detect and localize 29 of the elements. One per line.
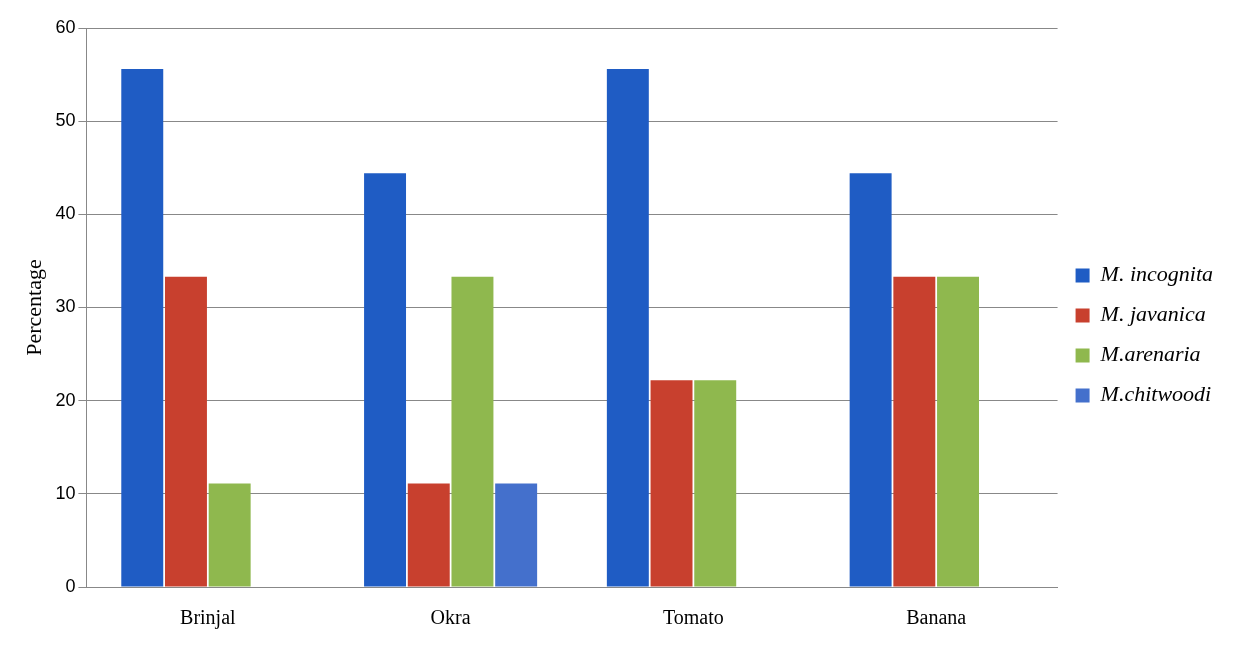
y-tick-label: 30 <box>55 296 76 317</box>
x-tick-label: Banana <box>906 606 967 629</box>
bar <box>407 483 450 587</box>
y-tick-label: 60 <box>55 16 76 37</box>
x-tick-label: Brinjal <box>180 606 237 630</box>
bar <box>364 173 407 587</box>
legend-label: M. incognita <box>1099 261 1214 287</box>
bar <box>164 276 207 587</box>
bar <box>121 68 164 587</box>
y-tick-label: 50 <box>55 110 76 131</box>
y-tick-label: 20 <box>55 389 76 410</box>
bar <box>849 173 892 587</box>
y-tick-label: 0 <box>65 575 76 596</box>
bar <box>694 380 737 587</box>
legend-label: M.chitwoodi <box>1099 381 1212 407</box>
bar <box>650 380 693 587</box>
bar <box>937 276 980 587</box>
x-tick-label: Tomato <box>662 606 724 629</box>
bar <box>893 276 936 587</box>
bar <box>606 68 649 587</box>
bar <box>495 483 538 587</box>
bar <box>208 483 251 587</box>
x-tick-label: Okra <box>430 606 471 629</box>
y-tick-label: 40 <box>55 203 76 224</box>
y-axis-title: Percentage <box>20 259 46 356</box>
legend-label: M. javanica <box>1099 301 1206 327</box>
bar <box>451 276 494 587</box>
y-tick-label: 10 <box>55 482 76 503</box>
legend-label: M.arenaria <box>1099 341 1201 367</box>
